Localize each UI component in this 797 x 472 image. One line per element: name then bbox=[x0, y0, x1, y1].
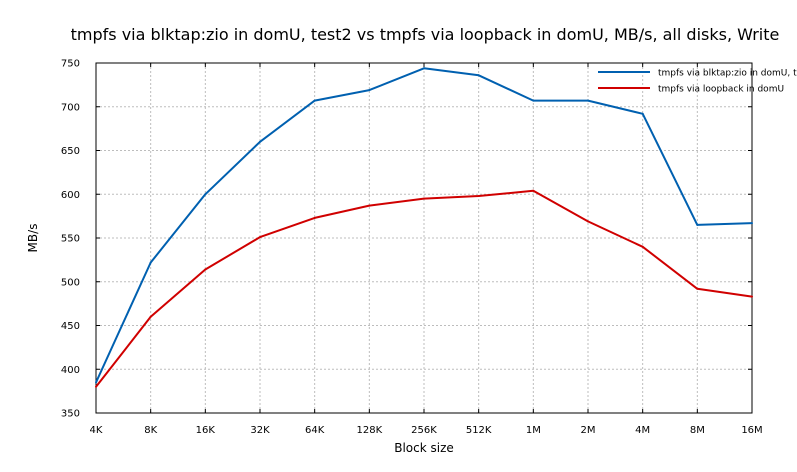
y-tick-label: 550 bbox=[61, 234, 80, 245]
data-point bbox=[532, 99, 535, 102]
data-point bbox=[587, 220, 589, 223]
y-tick-label: 350 bbox=[61, 409, 80, 420]
y-tick-label: 650 bbox=[61, 146, 80, 157]
series-points-2 bbox=[95, 189, 753, 388]
data-point bbox=[204, 193, 207, 196]
x-tick-label: 8K bbox=[144, 425, 157, 436]
y-tick-label: 450 bbox=[61, 321, 80, 332]
data-point bbox=[313, 216, 316, 219]
x-tick-label: 512K bbox=[466, 425, 492, 436]
series-points-1 bbox=[95, 67, 753, 384]
data-point bbox=[259, 140, 261, 143]
y-tick-label: 600 bbox=[61, 190, 80, 201]
data-point bbox=[95, 381, 97, 384]
y-tick-label: 400 bbox=[61, 365, 80, 376]
legend: tmpfs via blktap:zio in domU, t tmpfs vi… bbox=[598, 69, 797, 95]
x-axis-ticks: 4K 8K 16K 32K 64K 128K 256K 512K 1M 2M 4M 8M 16M bbox=[90, 63, 763, 436]
data-point bbox=[313, 99, 316, 102]
data-point bbox=[696, 223, 699, 226]
y-tick-label: 500 bbox=[61, 277, 80, 288]
x-tick-label: 32K bbox=[250, 425, 270, 436]
grid-lines bbox=[96, 63, 752, 413]
data-point bbox=[149, 261, 152, 264]
x-tick-label: 4M bbox=[635, 425, 650, 436]
data-series bbox=[95, 67, 753, 388]
data-point bbox=[149, 315, 152, 318]
data-point bbox=[641, 245, 644, 248]
x-tick-label: 4K bbox=[90, 425, 103, 436]
x-tick-label: 8M bbox=[690, 425, 705, 436]
x-tick-label: 16M bbox=[741, 425, 762, 436]
data-point bbox=[532, 189, 535, 192]
data-point bbox=[477, 74, 480, 77]
data-point bbox=[477, 195, 480, 197]
y-axis-ticks: 350 400 450 500 550 600 650 700 750 bbox=[61, 59, 752, 420]
data-point bbox=[641, 112, 644, 115]
x-tick-label: 128K bbox=[357, 425, 383, 436]
data-point bbox=[423, 67, 425, 70]
data-point bbox=[587, 99, 589, 102]
chart-title: tmpfs via blktap:zio in domU, test2 vs t… bbox=[71, 25, 780, 44]
legend-label-series-2: tmpfs via loopback in domU bbox=[658, 85, 784, 95]
data-point bbox=[696, 287, 699, 290]
data-point bbox=[204, 268, 207, 271]
x-tick-label: 1M bbox=[526, 425, 541, 436]
y-axis-label: MB/s bbox=[26, 224, 40, 253]
x-tick-label: 64K bbox=[305, 425, 325, 436]
data-point bbox=[368, 204, 371, 207]
legend-label-series-1: tmpfs via blktap:zio in domU, t bbox=[658, 69, 797, 79]
y-tick-label: 750 bbox=[61, 59, 80, 70]
x-tick-label: 256K bbox=[411, 425, 437, 436]
data-point bbox=[368, 89, 371, 92]
data-point bbox=[95, 385, 97, 388]
y-tick-label: 700 bbox=[61, 102, 80, 113]
data-point bbox=[423, 197, 425, 200]
x-tick-label: 2M bbox=[581, 425, 596, 436]
data-point bbox=[751, 295, 753, 298]
plot-frame bbox=[95, 62, 753, 414]
x-tick-label: 16K bbox=[196, 425, 216, 436]
data-point bbox=[259, 236, 261, 239]
x-axis-label: Block size bbox=[394, 441, 454, 455]
data-point bbox=[751, 222, 753, 225]
